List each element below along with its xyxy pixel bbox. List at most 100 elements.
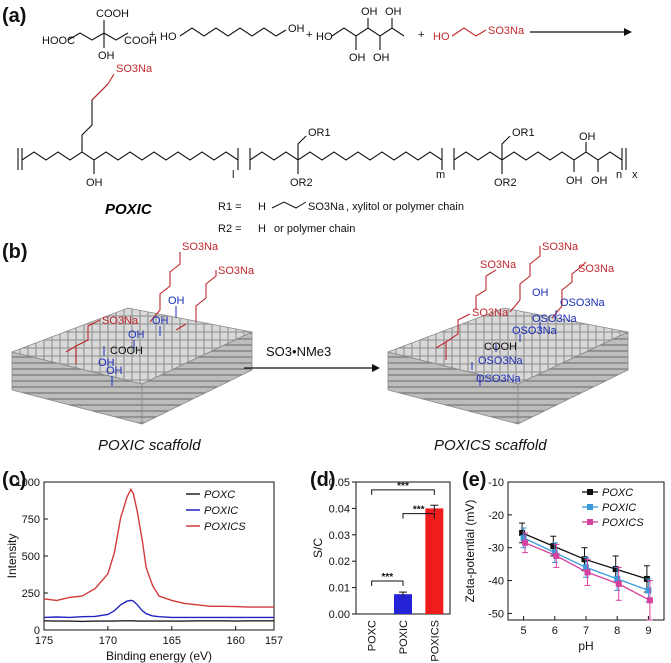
panel-a: (a) HOOC COOH COOH OH + HO OH + HO OH OH…: [2, 5, 638, 235]
xylitol-ho: HO: [316, 31, 333, 43]
panel-e: (e) 5 6 7 8 9 -10 -20 -30 -40 -50 pH Zeta-potential…: [462, 469, 665, 653]
sc-ratio-chart: 0.00 0.01 0.02 0.03 0.04 0.05 S/C POXC POXIC POXI…: [311, 477, 451, 662]
right-scaffold-block: [386, 307, 630, 425]
polymer-oh-left: OH: [86, 177, 103, 189]
polymer-backbone: [17, 83, 627, 174]
left-cooh: COOH: [110, 345, 143, 357]
y-tick-label: -50: [488, 608, 504, 620]
octanediol-ho: HO: [160, 31, 177, 43]
plus-sign-3: +: [418, 29, 424, 41]
octanediol-oh: OH: [288, 23, 305, 35]
y-tick-label: -40: [488, 576, 504, 588]
polymer-xylitol-oh-3: OH: [591, 175, 608, 187]
data-point-poxc: [612, 566, 619, 573]
left-so3na-2: SO3Na: [218, 265, 255, 277]
data-point-poxc: [550, 543, 557, 550]
data-point-poxic: [614, 575, 621, 582]
y-tick-label: 750: [22, 514, 40, 526]
xylitol-structure: [331, 18, 405, 50]
series-line-poxic: [43, 599, 274, 619]
y-tick-label: 0.00: [329, 609, 350, 621]
polymer-or2-mid: OR2: [290, 177, 313, 189]
y-tick-label: 250: [22, 588, 40, 600]
octanediol-structure: [179, 27, 287, 37]
poxic-name: POXIC: [105, 201, 153, 218]
y-axis-label: Zeta-potential (mV): [463, 500, 477, 603]
x-tick-label: 7: [583, 625, 589, 637]
polymer-subscript-x: x: [632, 169, 638, 181]
r1-label: R1 =: [218, 201, 242, 213]
left-oh-1: OH: [168, 295, 185, 307]
panel-b: (b) SO3Na SO3Na: [2, 241, 630, 454]
x-axis-label: Binding energy (eV): [106, 649, 212, 663]
right-scaffold-caption: POXICS scaffold: [434, 437, 547, 454]
significance-bracket: [402, 513, 435, 519]
legend-swatch-poxc: [587, 489, 593, 495]
significance-label: ***: [397, 481, 409, 492]
xylitol-oh-4: OH: [373, 52, 390, 64]
left-scaffold-chains-red: [65, 252, 217, 364]
series-line-poxics: [43, 487, 274, 608]
citric-cooh-right: COOH: [124, 35, 157, 47]
isethionate-structure: [451, 27, 487, 37]
right-so3na-3: SO3Na: [480, 259, 517, 271]
y-tick-label: -20: [488, 510, 504, 522]
x-tick-label: 157: [265, 635, 283, 647]
significance-label: ***: [413, 505, 425, 516]
isethionate-so3na: SO3Na: [488, 25, 525, 37]
legend-label-poxics: POXICS: [204, 521, 246, 533]
xylitol-oh-2: OH: [385, 6, 402, 18]
series-line-poxc: [43, 620, 274, 623]
legend-label-poxic: POXIC: [602, 502, 636, 514]
right-oh-1: OH: [532, 287, 549, 299]
left-oh-3: OH: [128, 329, 145, 341]
citric-oh: OH: [98, 50, 115, 62]
polymer-xylitol-oh-2: OH: [566, 175, 583, 187]
citric-cooh-top: COOH: [96, 8, 129, 20]
data-point-poxics: [646, 597, 653, 604]
significance-bracket: [371, 489, 435, 495]
y-axis-label: Intensity: [5, 534, 19, 579]
polymer-subscript-n: n: [616, 169, 622, 181]
x-tick-label: 165: [163, 635, 181, 647]
data-point-poxic: [645, 587, 652, 594]
y-tick-label: 0.04: [329, 503, 350, 515]
plus-sign-2: +: [306, 29, 312, 41]
reaction-arrow-b: [244, 364, 380, 372]
y-tick-label: 500: [22, 551, 40, 563]
legend-swatch-poxics: [587, 519, 593, 525]
zeta-chart: 5 6 7 8 9 -10 -20 -30 -40 -50 pH Zeta-potential (mV…: [463, 477, 665, 653]
y-tick-label: 0.03: [329, 530, 350, 542]
x-tick-label: 160: [226, 635, 244, 647]
r2-tail: or polymer chain: [274, 223, 355, 235]
right-so3na-4: SO3Na: [472, 307, 509, 319]
x-tick-label: 170: [99, 635, 117, 647]
x-tick-label: 6: [552, 625, 558, 637]
left-scaffold-chains-blue: [103, 306, 177, 386]
data-point-poxics: [584, 569, 591, 576]
y-tick-label: -10: [488, 477, 504, 489]
legend-label-poxic: POXIC: [204, 505, 238, 517]
polymer-so3na: SO3Na: [116, 63, 153, 75]
isethionate-ho: HO: [433, 31, 450, 43]
panel-d-label: (d): [310, 469, 336, 491]
left-scaffold-caption: POXIC scaffold: [98, 437, 201, 454]
left-scaffold-block: [10, 307, 254, 425]
y-axis-label: S/C: [311, 538, 325, 558]
bar-poxic: [394, 594, 412, 614]
right-oso3na-5: OSO3Na: [476, 373, 522, 385]
right-oso3na-4: OSO3Na: [478, 355, 524, 367]
polymer-xylitol-oh-1: OH: [579, 131, 596, 143]
right-oso3na-3: OSO3Na: [512, 325, 558, 337]
data-point-poxic: [583, 564, 589, 571]
polymer-sulfonate-chain: [91, 73, 115, 101]
x-tick-label: POXIC: [398, 620, 410, 654]
y-tick-label: 1000: [16, 477, 40, 489]
polymer-subscript-m: m: [436, 169, 445, 181]
x-tick-label: 9: [645, 625, 651, 637]
right-scaffold-chains-red: [435, 246, 587, 360]
data-point-poxics: [615, 580, 622, 587]
r2-label: R2 =: [218, 223, 242, 235]
y-tick-label: 0.05: [329, 477, 350, 489]
